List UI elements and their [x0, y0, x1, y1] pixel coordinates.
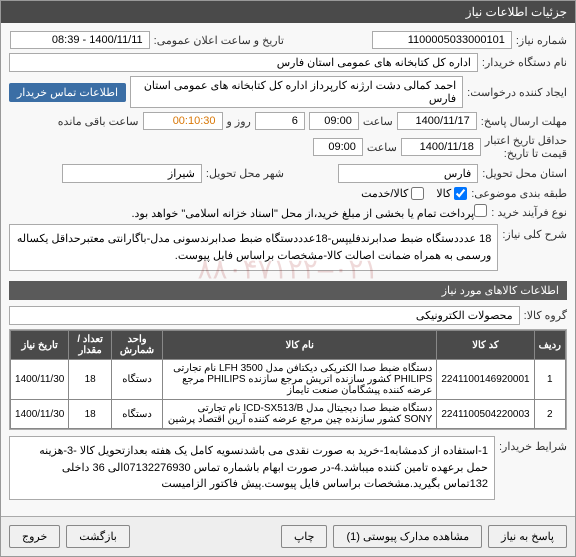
cell-n: 2 [534, 400, 565, 429]
validity-sub: قیمت تا تاریخ: [485, 147, 567, 160]
buyer-org: اداره کل کتابخانه های عمومی استان فارس [9, 53, 478, 72]
attachments-button[interactable]: مشاهده مدارک پیوستی (1) [333, 525, 482, 548]
cell-date: 1400/11/30 [11, 360, 69, 400]
buy-type-option[interactable]: پرداخت تمام یا بخشی از مبلغ خرید،از محل … [131, 204, 487, 220]
validity-time: 09:00 [313, 138, 363, 156]
validity-date: 1400/11/18 [401, 138, 481, 156]
goods-section-title: اطلاعات کالاهای مورد نیاز [9, 281, 567, 300]
exit-button[interactable]: خروج [9, 525, 60, 548]
cell-name: دستگاه ضبط صدا الکتریکی دیکتافن مدل LFH … [163, 360, 437, 400]
table-row: 1 2241100146920001 دستگاه ضبط صدا الکتری… [11, 360, 566, 400]
conditions: 1-استفاده از کدمشابه1-خرید به صورت نقدی … [9, 436, 495, 500]
group-label: گروه کالا: [524, 309, 567, 322]
cell-unit: دستگاه [111, 360, 162, 400]
validity-label: حداقل تاریخ اعتبار [485, 134, 567, 147]
cat-service-label: کالا/خدمت [361, 187, 408, 200]
cell-date: 1400/11/30 [11, 400, 69, 429]
day-label: روز و [227, 115, 251, 128]
cat-service-option[interactable]: کالا/خدمت [361, 187, 424, 200]
buy-type-checkbox[interactable] [474, 204, 487, 217]
send-date: 1400/11/17 [397, 112, 477, 130]
time-label-2: ساعت [367, 141, 397, 154]
category-label: طبقه بندی موضوعی: [471, 187, 567, 200]
col-code: کد کالا [437, 331, 534, 360]
time-label-1: ساعت [363, 115, 393, 128]
reply-button[interactable]: پاسخ به نیاز [488, 525, 567, 548]
requester: احمد کمالی دشت ارژنه کارپرداز اداره کل ک… [130, 76, 463, 108]
day-count: 6 [255, 112, 305, 130]
col-qty: تعداد / مقدار [69, 331, 112, 360]
goods-table: ردیف کد کالا نام کالا واحد شمارش تعداد /… [9, 329, 567, 430]
send-time: 09:00 [309, 112, 359, 130]
province-label: استان محل تحویل: [482, 167, 567, 180]
announce-label: تاریخ و ساعت اعلان عمومی: [154, 34, 284, 47]
table-row: 2 2241100504220003 دستگاه ضبط صدا دیجیتا… [11, 400, 566, 429]
buyer-org-label: نام دستگاه خریدار: [482, 56, 567, 69]
remain-label: ساعت باقی مانده [58, 115, 139, 128]
cat-goods-checkbox[interactable] [454, 187, 467, 200]
need-number: 1100005033000101 [372, 31, 512, 49]
buy-type-note: پرداخت تمام یا بخشی از مبلغ خرید،از محل … [131, 208, 474, 220]
cond-label: شرایط خریدار: [499, 436, 567, 453]
requester-label: ایجاد کننده درخواست: [467, 86, 567, 99]
cell-name: دستگاه ضبط صدا دیجیتال مدل ICD-SX513/B ن… [163, 400, 437, 429]
need-number-label: شماره نیاز: [516, 34, 567, 47]
cell-unit: دستگاه [111, 400, 162, 429]
contact-button[interactable]: اطلاعات تماس خریدار [9, 83, 126, 102]
group: محصولات الکترونیکی [9, 306, 520, 325]
announce-value: 1400/11/11 - 08:39 [10, 31, 150, 49]
back-button[interactable]: بازگشت [66, 525, 130, 548]
main-panel: جزئیات اطلاعات نیاز شماره نیاز: 11000050… [0, 0, 576, 557]
remain-time: 00:10:30 [143, 112, 223, 130]
print-button[interactable]: چاپ [281, 525, 328, 548]
col-date: تاریخ نیاز [11, 331, 69, 360]
buy-type-label: نوع فرآیند خرید : [491, 206, 567, 219]
city-label: شهر محل تحویل: [206, 167, 284, 180]
cat-service-checkbox[interactable] [411, 187, 424, 200]
col-row: ردیف [534, 331, 565, 360]
main-desc: 18 عدددستگاه ضبط صدابرندفلیپس-18عدددستگا… [9, 224, 498, 271]
province: فارس [338, 164, 478, 183]
col-name: نام کالا [163, 331, 437, 360]
cell-qty: 18 [69, 360, 112, 400]
cell-code: 2241100504220003 [437, 400, 534, 429]
panel-title: جزئیات اطلاعات نیاز [1, 1, 575, 23]
city: شیراز [62, 164, 202, 183]
col-unit: واحد شمارش [111, 331, 162, 360]
cell-qty: 18 [69, 400, 112, 429]
main-desc-label: شرح کلی نیاز: [502, 224, 567, 241]
cat-goods-label: کالا [436, 187, 451, 200]
send-deadline-label: مهلت ارسال پاسخ: [481, 115, 567, 128]
cell-code: 2241100146920001 [437, 360, 534, 400]
form-content: شماره نیاز: 1100005033000101 تاریخ و ساع… [1, 23, 575, 516]
cat-goods-option[interactable]: کالا [436, 187, 467, 200]
button-bar: پاسخ به نیاز مشاهده مدارک پیوستی (1) چاپ… [1, 516, 575, 556]
cell-n: 1 [534, 360, 565, 400]
